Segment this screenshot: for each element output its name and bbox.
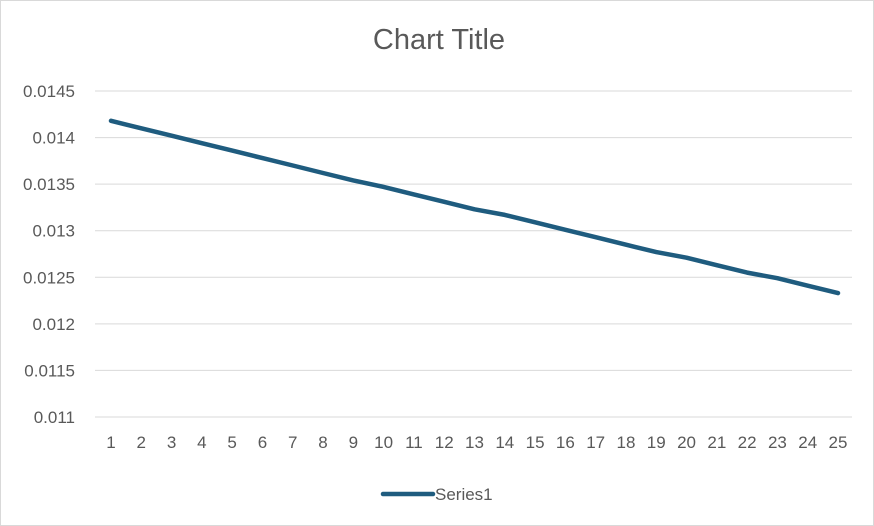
x-tick-label: 7 <box>288 433 297 452</box>
x-tick-label: 19 <box>647 433 666 452</box>
y-tick-label: 0.0145 <box>23 82 75 101</box>
y-tick-label: 0.012 <box>32 315 75 334</box>
y-tick-label: 0.013 <box>32 222 75 241</box>
y-tick-label: 0.0135 <box>23 175 75 194</box>
x-tick-label: 4 <box>197 433 206 452</box>
x-tick-label: 6 <box>258 433 267 452</box>
legend-label: Series1 <box>435 485 493 504</box>
x-tick-label: 12 <box>435 433 454 452</box>
y-tick-label: 0.0115 <box>24 361 75 380</box>
gridlines <box>95 90 852 418</box>
x-tick-label: 21 <box>707 433 726 452</box>
chart-title: Chart Title <box>373 24 505 56</box>
x-tick-label: 22 <box>738 433 757 452</box>
y-tick-label: 0.011 <box>34 408 75 427</box>
plot-area <box>108 118 841 296</box>
x-tick-label: 15 <box>526 433 545 452</box>
x-tick-label: 16 <box>556 433 575 452</box>
x-tick-label: 17 <box>586 433 605 452</box>
x-tick-label: 11 <box>405 433 423 452</box>
y-tick-label: 0.0125 <box>23 268 75 287</box>
x-axis: 1 2 3 4 5 6 7 8 9 10 11 12 13 14 15 16 17 18 19 20 21 22 23 24 2… <box>106 433 847 452</box>
x-tick-label: 24 <box>798 433 817 452</box>
legend: Series1 <box>380 485 493 504</box>
x-tick-label: 2 <box>137 433 146 452</box>
x-tick-label: 23 <box>768 433 787 452</box>
x-tick-label: 10 <box>374 433 393 452</box>
x-tick-label: 20 <box>677 433 696 452</box>
x-tick-label: 8 <box>318 433 327 452</box>
x-tick-label: 5 <box>227 433 236 452</box>
x-tick-label: 18 <box>616 433 635 452</box>
x-tick-label: 25 <box>829 433 848 452</box>
x-tick-label: 9 <box>349 433 358 452</box>
x-tick-label: 14 <box>495 433 514 452</box>
y-tick-label: 0.014 <box>32 129 75 148</box>
x-tick-label: 13 <box>465 433 484 452</box>
x-tick-label: 3 <box>167 433 176 452</box>
y-axis: 0.011 0.0115 0.012 0.0125 0.013 0.0135 0.014 0.… <box>23 82 75 427</box>
x-tick-label: 1 <box>106 433 115 452</box>
series-line <box>108 118 841 296</box>
